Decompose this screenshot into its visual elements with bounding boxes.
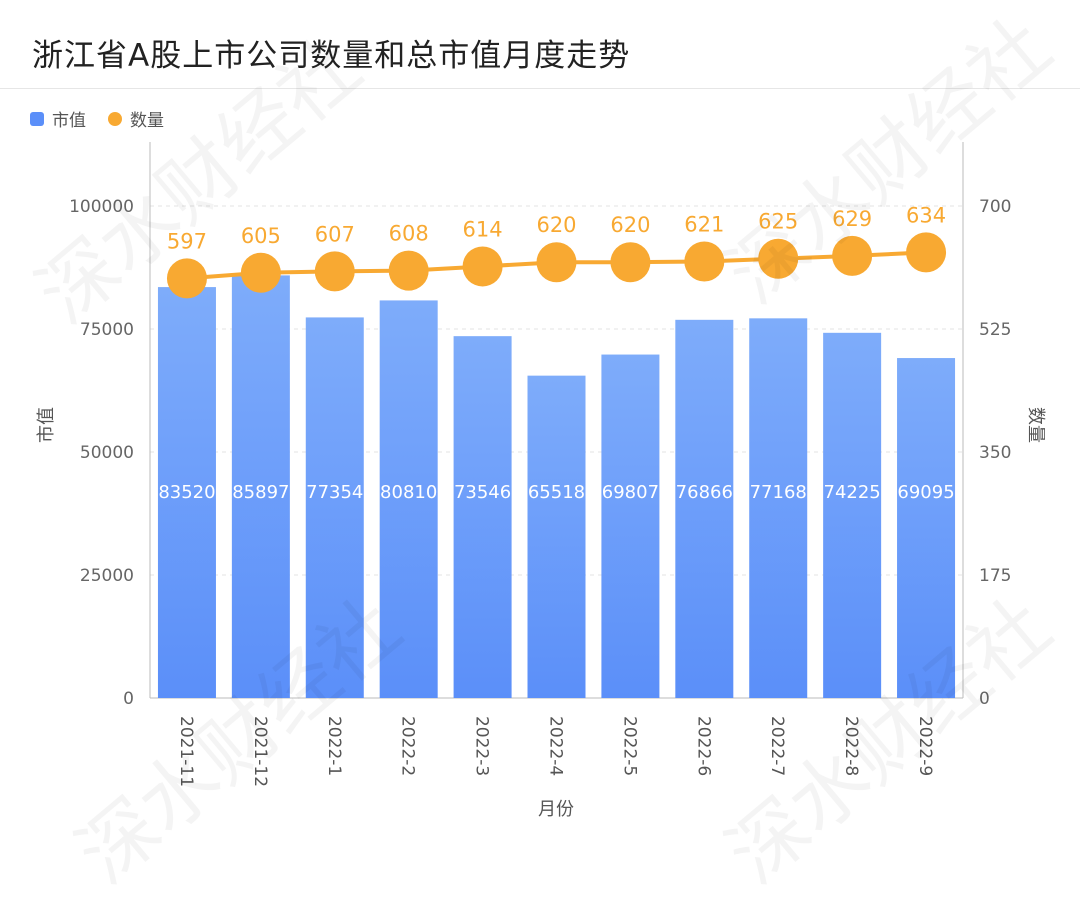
data-labels: 83520 85897 77354 80810 73546 65518 69807 76866… bbox=[158, 203, 954, 503]
x-tick-label: 2021-11 bbox=[176, 716, 196, 787]
bar[interactable] bbox=[675, 319, 734, 698]
y-tick-label: 25000 bbox=[80, 566, 134, 586]
bar[interactable] bbox=[823, 332, 882, 698]
count-point[interactable] bbox=[758, 238, 799, 279]
y2-tick-label: 700 bbox=[979, 197, 1011, 217]
count-point[interactable] bbox=[906, 232, 947, 273]
x-axis-title: 月份 bbox=[538, 799, 574, 820]
count-point[interactable] bbox=[684, 241, 725, 282]
bar-value-label: 85897 bbox=[232, 482, 289, 503]
x-tick-label: 2022-2 bbox=[398, 716, 418, 776]
bar-value-label: 69095 bbox=[897, 482, 954, 503]
legend-swatch-count bbox=[108, 111, 122, 126]
legend-swatch-market-value bbox=[30, 111, 44, 126]
legend-item-count[interactable]: 数量 bbox=[108, 106, 164, 131]
bar-value-label: 65518 bbox=[528, 482, 585, 503]
count-value-label: 608 bbox=[389, 222, 429, 246]
legend-label-market-value: 市值 bbox=[52, 111, 86, 131]
y-tick-label: 0 bbox=[123, 689, 134, 709]
y-tick-label: 50000 bbox=[80, 443, 134, 463]
bar[interactable] bbox=[379, 300, 438, 698]
legend-label-count: 数量 bbox=[130, 111, 164, 131]
x-tick-label: 2022-3 bbox=[472, 716, 492, 776]
bar-value-label: 77168 bbox=[750, 482, 807, 503]
bar[interactable] bbox=[305, 317, 364, 698]
count-point[interactable] bbox=[462, 246, 503, 287]
legend: 市值 数量 bbox=[30, 106, 164, 131]
x-tick-label: 2022-9 bbox=[915, 716, 935, 776]
bar-value-label: 80810 bbox=[380, 482, 437, 503]
count-value-label: 625 bbox=[758, 210, 798, 234]
y2-tick-label: 525 bbox=[979, 320, 1011, 340]
count-value-label: 621 bbox=[684, 213, 724, 237]
bar[interactable] bbox=[601, 354, 660, 698]
count-point[interactable] bbox=[536, 242, 577, 283]
x-tick-label: 2022-8 bbox=[841, 716, 861, 776]
bar-value-label: 77354 bbox=[306, 482, 363, 503]
y-axis-title: 市值 bbox=[36, 407, 57, 443]
axes: 0 25000 50000 75000 100000 0 175 350 525 700 市值 数量月… bbox=[36, 142, 1046, 820]
bar-value-label: 76866 bbox=[676, 482, 733, 503]
bar[interactable] bbox=[157, 287, 216, 698]
bar-value-label: 73546 bbox=[454, 482, 511, 503]
count-point[interactable] bbox=[240, 252, 281, 293]
x-tick-label: 2022-7 bbox=[767, 716, 787, 776]
bar[interactable] bbox=[527, 375, 586, 698]
x-tick-label: 2022-1 bbox=[324, 716, 344, 776]
x-tick-label: 2022-5 bbox=[619, 716, 639, 776]
count-point[interactable] bbox=[388, 250, 429, 291]
count-value-label: 620 bbox=[610, 213, 650, 237]
count-point[interactable] bbox=[610, 242, 651, 283]
count-value-label: 620 bbox=[536, 213, 576, 237]
count-value-label: 634 bbox=[906, 203, 946, 227]
combo-chart: 0 25000 50000 75000 100000 0 175 350 525 700 市值 数量月… bbox=[36, 142, 1046, 820]
title-divider bbox=[0, 88, 1080, 89]
line-series-count bbox=[166, 232, 947, 299]
count-point[interactable] bbox=[166, 258, 207, 299]
count-value-label: 629 bbox=[832, 207, 872, 231]
chart-title: 浙江省A股上市公司数量和总市值月度走势 bbox=[32, 38, 631, 74]
bar[interactable] bbox=[453, 336, 512, 698]
count-value-label: 605 bbox=[241, 224, 281, 248]
count-point[interactable] bbox=[314, 251, 355, 292]
y2-axis-title: 数量 bbox=[1025, 407, 1046, 443]
x-tick-label: 2021-12 bbox=[250, 716, 270, 787]
bar-value-label: 83520 bbox=[158, 482, 215, 503]
legend-item-market-value[interactable]: 市值 bbox=[30, 106, 86, 131]
bar[interactable] bbox=[749, 318, 808, 698]
count-point[interactable] bbox=[832, 235, 873, 276]
bar-value-label: 69807 bbox=[602, 482, 659, 503]
count-value-label: 607 bbox=[315, 222, 355, 246]
y2-tick-label: 175 bbox=[979, 566, 1011, 586]
y2-tick-label: 0 bbox=[979, 689, 990, 709]
x-tick-label: 2022-6 bbox=[693, 716, 713, 776]
bar-value-label: 74225 bbox=[824, 482, 881, 503]
count-value-label: 614 bbox=[463, 217, 503, 241]
bar[interactable] bbox=[231, 275, 290, 698]
y-tick-label: 100000 bbox=[69, 197, 134, 217]
x-tick-label: 2022-4 bbox=[546, 716, 566, 776]
y-tick-label: 75000 bbox=[80, 320, 134, 340]
bar[interactable] bbox=[897, 358, 956, 698]
bar-series-market-value bbox=[157, 275, 956, 698]
count-value-label: 597 bbox=[167, 229, 207, 253]
y2-tick-label: 350 bbox=[979, 443, 1011, 463]
